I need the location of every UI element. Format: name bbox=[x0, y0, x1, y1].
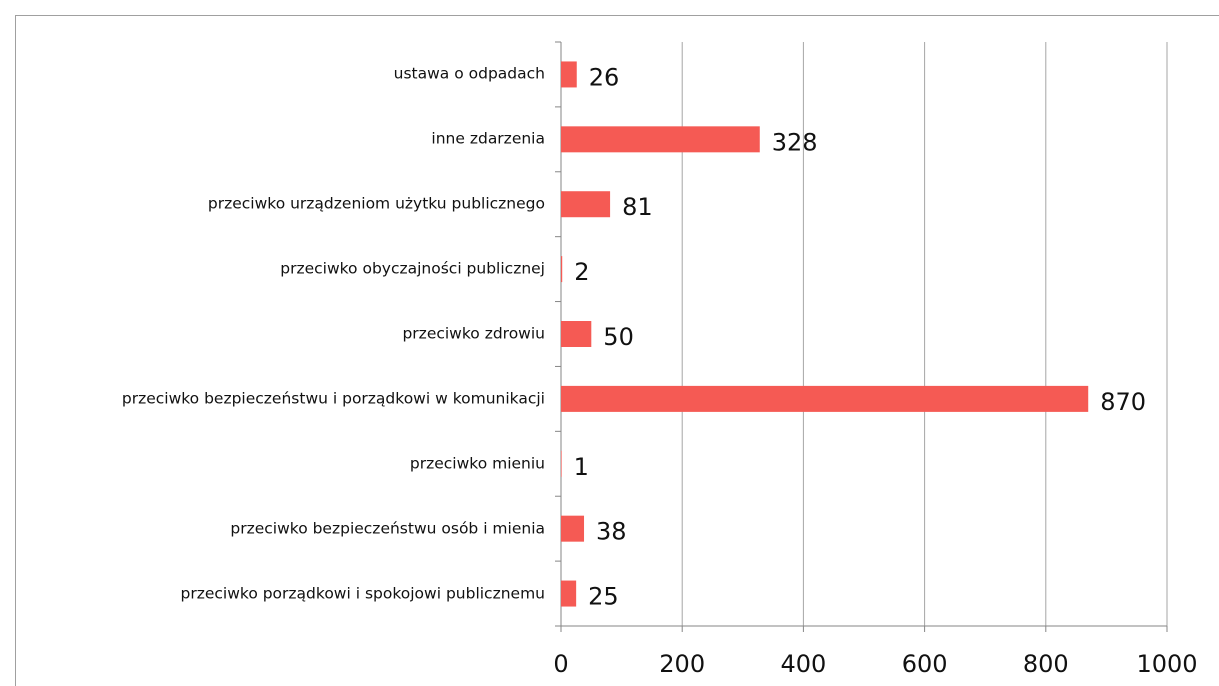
category-text: przeciwko obyczajności publicznej bbox=[280, 259, 545, 278]
category-text: przeciwko zdrowiu bbox=[402, 324, 545, 343]
data-label: 2 bbox=[574, 258, 589, 286]
data-label: 870 bbox=[1100, 388, 1146, 416]
y-tick-label: przeciwko urządzeniom użytku publicznego bbox=[65, 195, 545, 214]
bar bbox=[561, 580, 577, 607]
category-text: przeciwko bezpieczeństwu i porządkowi w … bbox=[121, 389, 545, 408]
bar bbox=[561, 385, 1089, 412]
y-tick-label: przeciwko obyczajności publicznej bbox=[65, 260, 545, 279]
y-tick-label: przeciwko zdrowiu bbox=[65, 325, 545, 344]
data-label: 25 bbox=[588, 583, 619, 611]
data-label: 81 bbox=[622, 193, 653, 221]
bar bbox=[561, 191, 611, 218]
x-tick-label: 800 bbox=[1023, 650, 1069, 678]
y-tick-label: przeciwko mieniu bbox=[65, 454, 545, 473]
bar bbox=[561, 126, 760, 153]
bar bbox=[561, 61, 577, 88]
y-tick-label: przeciwko bezpieczeństwu i porządkowi w … bbox=[65, 389, 545, 408]
bar bbox=[561, 321, 592, 347]
category-text: ustawa o odpadach bbox=[393, 64, 545, 83]
category-text: przeciwko urządzeniom użytku publicznego bbox=[207, 194, 545, 213]
data-label: 38 bbox=[596, 518, 627, 546]
bar bbox=[561, 450, 562, 477]
x-tick-label: 1000 bbox=[1136, 650, 1197, 678]
chart-border bbox=[15, 15, 1219, 686]
category-text: inne zdarzenia bbox=[431, 129, 545, 148]
x-tick-label: 200 bbox=[659, 650, 705, 678]
y-tick-label: inne zdarzenia bbox=[65, 130, 545, 149]
x-tick-label: 600 bbox=[902, 650, 948, 678]
bar bbox=[561, 256, 563, 283]
y-tick-label: przeciwko bezpieczeństwu osób i mienia bbox=[65, 519, 545, 538]
data-label: 1 bbox=[574, 453, 589, 481]
x-tick-label: 400 bbox=[780, 650, 826, 678]
category-text: przeciwko mieniu bbox=[409, 454, 545, 473]
x-tick-label: 0 bbox=[553, 650, 568, 678]
category-text: przeciwko bezpieczeństwu osób i mienia bbox=[230, 519, 545, 538]
y-tick-label: przeciwko porządkowi i spokojowi publicz… bbox=[65, 584, 546, 603]
y-tick-label: ustawa o odpadach bbox=[65, 65, 545, 84]
bar bbox=[561, 515, 585, 542]
category-text: przeciwko porządkowi i spokojowi publicz… bbox=[180, 584, 546, 603]
data-label: 50 bbox=[603, 323, 634, 351]
data-label: 328 bbox=[772, 128, 818, 156]
data-label: 26 bbox=[589, 63, 620, 91]
